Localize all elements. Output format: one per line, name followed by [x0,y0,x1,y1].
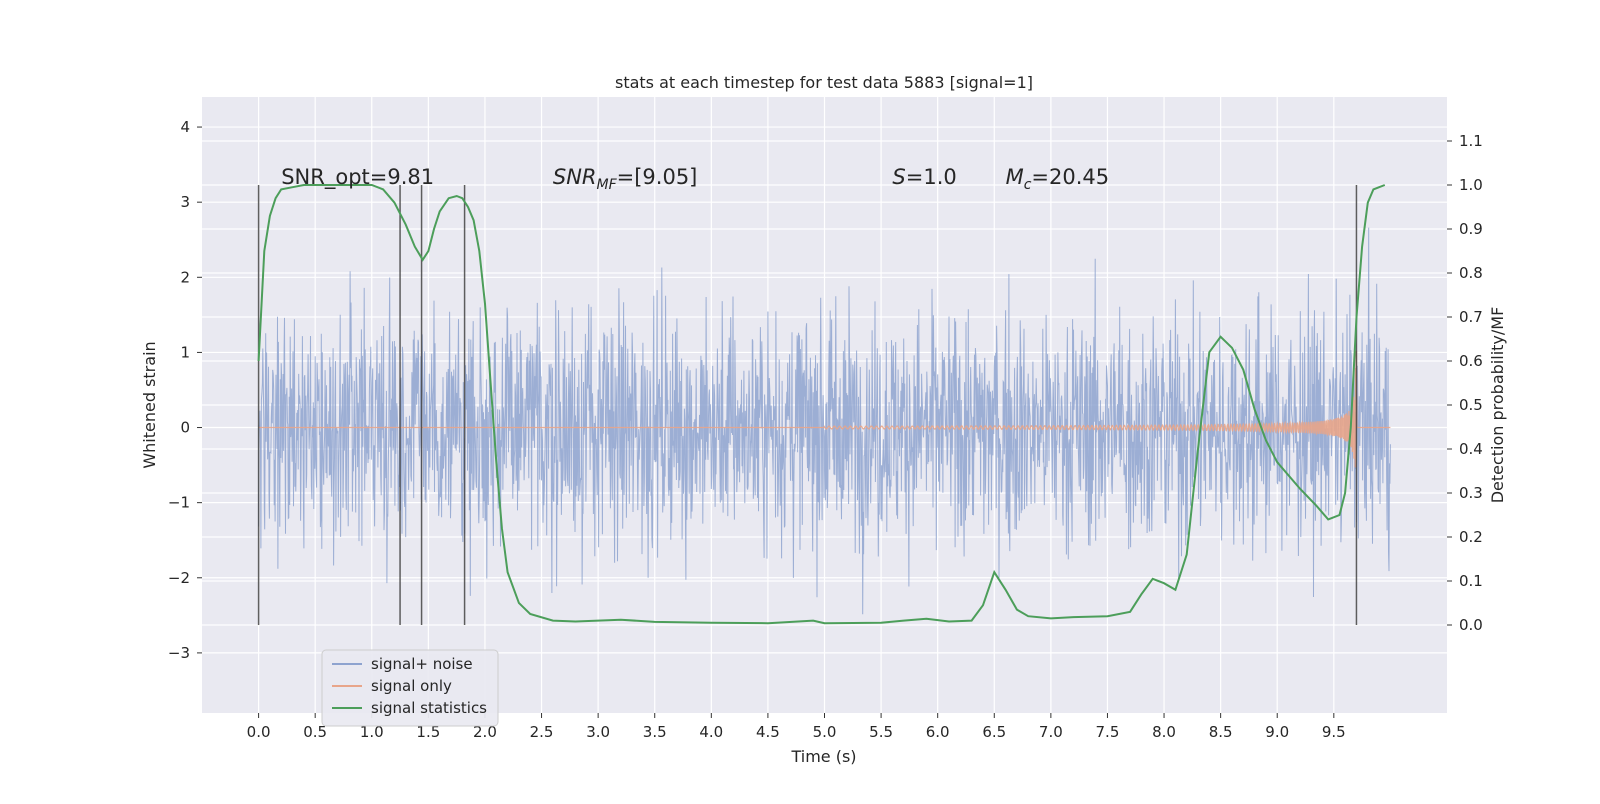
chart-title: stats at each timestep for test data 588… [615,73,1033,92]
y-left-tick-label: 0 [180,419,190,437]
annotation-text: SNR_opt=9.81 [281,165,434,190]
signal-statistics-series [257,184,1386,625]
x-tick-label: 0.5 [303,723,327,741]
x-ticks: 0.0 0.5 1.0 1.5 2.0 2.5 3.0 3.5 4.0 4.5 5.0 5.5 6.0 6… [247,713,1346,741]
y-right-tick-label: 0.9 [1459,220,1483,238]
signal-statistics-line [257,184,1386,625]
signal-only-line [258,350,1391,468]
y-right-tick-label: 0.8 [1459,264,1483,282]
y-axis-right-label: Detection probability/MF [1488,307,1507,504]
x-tick-label: 2.0 [473,723,497,741]
y-left-tick-label: −2 [168,569,190,587]
y-right-tick-label: 0.4 [1459,440,1483,458]
legend-box [321,649,499,727]
y-left-tick-label: 1 [180,343,190,361]
y-left-tick-label: 3 [180,193,190,211]
x-tick-label: 1.0 [360,723,384,741]
y-right-tick-label: 1.1 [1459,132,1483,150]
x-tick-label: 7.0 [1039,723,1063,741]
y-right-tick-label: 0.6 [1459,352,1483,370]
annotations: SNR_opt=9.81 SNRMF=[9.05] S=1.0 Mc=20.45 [281,165,1109,193]
y-left-tick-label: −3 [168,644,190,662]
annotation-text: Mc=20.45 [1006,165,1110,193]
x-tick-label: 3.0 [586,723,610,741]
annotation-text: SNRMF=[9.05] [553,165,698,193]
y-axis-left-label: Whitened strain [140,341,159,468]
y-right-tick-label: 0.2 [1459,528,1483,546]
y-right-tick-label: 0.7 [1459,308,1483,326]
legend-label-stat: signal statistics [371,699,487,717]
y-right-tick-label: 0.1 [1459,572,1483,590]
y-right-ticks: 1.1 1.0 0.9 0.8 0.7 0.6 0.5 0.4 0.3 0.2 0.1 0.0 [1447,132,1483,634]
y-right-tick-label: 0.5 [1459,396,1483,414]
signal-only-series [258,350,1391,468]
y-right-tick-label: 1.0 [1459,176,1483,194]
x-tick-label: 8.0 [1152,723,1176,741]
x-tick-label: 6.0 [926,723,950,741]
y-right-tick-label: 0.0 [1459,616,1483,634]
x-axis-label: Time (s) [790,747,856,766]
x-tick-label: 4.0 [699,723,723,741]
y-left-ticks: 4 3 2 1 0 −1 −2 −3 [168,118,202,662]
x-tick-label: 9.0 [1265,723,1289,741]
x-tick-label: 8.5 [1209,723,1233,741]
x-tick-label: 6.5 [982,723,1006,741]
x-tick-label: 4.5 [756,723,780,741]
y-right-tick-label: 0.3 [1459,484,1483,502]
x-tick-label: 5.5 [869,723,893,741]
x-tick-label: 2.5 [530,723,554,741]
x-tick-label: 0.0 [247,723,271,741]
x-tick-label: 1.5 [416,723,440,741]
x-tick-label: 9.5 [1322,723,1346,741]
x-tick-label: 5.0 [813,723,837,741]
y-left-tick-label: 2 [180,268,190,286]
y-left-tick-label: −1 [168,494,190,512]
annotation-text: S=1.0 [892,165,956,189]
y-left-tick-label: 4 [180,118,190,136]
legend-label-noise: signal+ noise [371,655,473,673]
legend: signal+ noise signal only signal statist… [321,649,499,727]
x-tick-label: 7.5 [1096,723,1120,741]
legend-label-signal: signal only [371,677,452,695]
x-tick-label: 3.5 [643,723,667,741]
